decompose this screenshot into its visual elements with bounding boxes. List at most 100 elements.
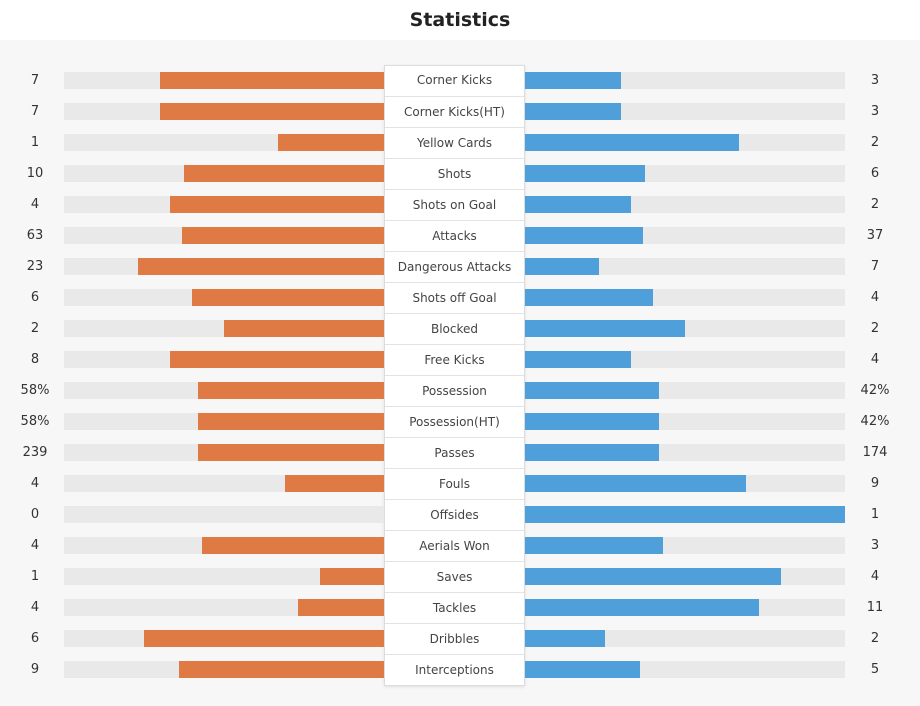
stat-row: 0 Offsides 1 bbox=[0, 499, 920, 530]
home-bar bbox=[298, 599, 384, 616]
stat-label: Passes bbox=[385, 437, 524, 468]
stat-row: 1 Saves 4 bbox=[0, 561, 920, 592]
home-bar bbox=[320, 568, 384, 585]
page-title: Statistics bbox=[0, 0, 920, 40]
away-value: 4 bbox=[870, 290, 880, 305]
away-value: 42% bbox=[860, 383, 890, 398]
home-value: 23 bbox=[26, 259, 44, 274]
away-value: 42% bbox=[860, 414, 890, 429]
stat-row: 63 Attacks 37 bbox=[0, 220, 920, 251]
stat-row: 58% Possession(HT) 42% bbox=[0, 406, 920, 437]
home-value: 63 bbox=[26, 228, 44, 243]
stat-label: Aerials Won bbox=[385, 530, 524, 561]
away-bar-track bbox=[525, 630, 845, 647]
away-value: 7 bbox=[870, 259, 880, 274]
home-bar bbox=[138, 258, 384, 275]
stat-row: 1 Yellow Cards 2 bbox=[0, 127, 920, 158]
away-bar bbox=[525, 506, 845, 523]
away-value: 2 bbox=[870, 631, 880, 646]
stat-label: Shots off Goal bbox=[385, 282, 524, 313]
away-bar bbox=[525, 320, 685, 337]
stat-row: 8 Free Kicks 4 bbox=[0, 344, 920, 375]
home-bar bbox=[198, 413, 384, 430]
stat-row: 2 Blocked 2 bbox=[0, 313, 920, 344]
away-bar bbox=[525, 475, 746, 492]
away-bar bbox=[525, 351, 631, 368]
stat-label: Blocked bbox=[385, 313, 524, 344]
away-bar bbox=[525, 103, 621, 120]
stat-label: Dribbles bbox=[385, 623, 524, 654]
away-value: 4 bbox=[870, 569, 880, 584]
away-value: 1 bbox=[870, 507, 880, 522]
home-value: 4 bbox=[30, 600, 40, 615]
stat-row: 6 Dribbles 2 bbox=[0, 623, 920, 654]
home-bar bbox=[285, 475, 384, 492]
home-value: 10 bbox=[26, 166, 44, 181]
away-bar bbox=[525, 444, 659, 461]
away-value: 37 bbox=[866, 228, 884, 243]
away-bar bbox=[525, 134, 739, 151]
stat-row: 4 Aerials Won 3 bbox=[0, 530, 920, 561]
stat-label: Corner Kicks bbox=[416, 73, 493, 87]
home-value: 58% bbox=[20, 383, 50, 398]
away-bar bbox=[525, 599, 759, 616]
stat-label: Free Kicks bbox=[385, 344, 524, 375]
away-bar bbox=[525, 413, 659, 430]
home-value: 6 bbox=[30, 290, 40, 305]
stat-label: Corner Kicks(HT) bbox=[385, 96, 524, 127]
home-value: 1 bbox=[30, 569, 40, 584]
stat-label: Attacks bbox=[385, 220, 524, 251]
stat-label: Possession bbox=[385, 375, 524, 406]
home-value: 7 bbox=[30, 104, 40, 119]
home-value: 239 bbox=[22, 445, 48, 460]
away-value: 2 bbox=[870, 135, 880, 150]
home-bar bbox=[160, 72, 384, 89]
away-bar bbox=[525, 630, 605, 647]
away-bar bbox=[525, 72, 621, 89]
away-value: 2 bbox=[870, 321, 880, 336]
away-bar bbox=[525, 258, 599, 275]
away-value: 11 bbox=[866, 600, 884, 615]
away-value: 3 bbox=[870, 73, 880, 88]
stat-row: 10 Shots 6 bbox=[0, 158, 920, 189]
away-value: 3 bbox=[870, 104, 880, 119]
stat-row: 239 Passes 174 bbox=[0, 437, 920, 468]
away-bar bbox=[525, 537, 663, 554]
stat-label: Tackles bbox=[385, 592, 524, 623]
away-value: 2 bbox=[870, 197, 880, 212]
home-value: 4 bbox=[30, 197, 40, 212]
home-bar bbox=[198, 382, 384, 399]
stat-row: 58% Possession 42% bbox=[0, 375, 920, 406]
home-bar bbox=[144, 630, 384, 647]
stat-label: Fouls bbox=[385, 468, 524, 499]
home-bar bbox=[179, 661, 384, 678]
stat-label: Yellow Cards bbox=[385, 127, 524, 158]
home-bar bbox=[198, 444, 384, 461]
home-value: 7 bbox=[30, 73, 40, 88]
home-bar bbox=[278, 134, 384, 151]
home-bar-track bbox=[64, 568, 384, 585]
stat-row: 4 Shots on Goal 2 bbox=[0, 189, 920, 220]
away-bar bbox=[525, 165, 645, 182]
stat-row: 7 Corner Kicks(HT) 3 bbox=[0, 96, 920, 127]
away-bar bbox=[525, 661, 640, 678]
home-bar bbox=[160, 103, 384, 120]
stat-row: 9 Interceptions 5 bbox=[0, 654, 920, 685]
home-value: 6 bbox=[30, 631, 40, 646]
home-value: 0 bbox=[30, 507, 40, 522]
stat-row: 4 Fouls 9 bbox=[0, 468, 920, 499]
home-value: 9 bbox=[30, 662, 40, 677]
stat-label: Offsides bbox=[385, 499, 524, 530]
home-bar bbox=[184, 165, 384, 182]
away-value: 3 bbox=[870, 538, 880, 553]
home-value: 8 bbox=[30, 352, 40, 367]
home-bar bbox=[170, 351, 384, 368]
stat-row: 6 Shots off Goal 4 bbox=[0, 282, 920, 313]
away-value: 6 bbox=[870, 166, 880, 181]
away-value: 5 bbox=[870, 662, 880, 677]
stat-label: Possession(HT) bbox=[385, 406, 524, 437]
away-bar bbox=[525, 568, 781, 585]
home-value: 4 bbox=[30, 538, 40, 553]
stat-label: Shots on Goal bbox=[385, 189, 524, 220]
home-bar bbox=[170, 196, 384, 213]
